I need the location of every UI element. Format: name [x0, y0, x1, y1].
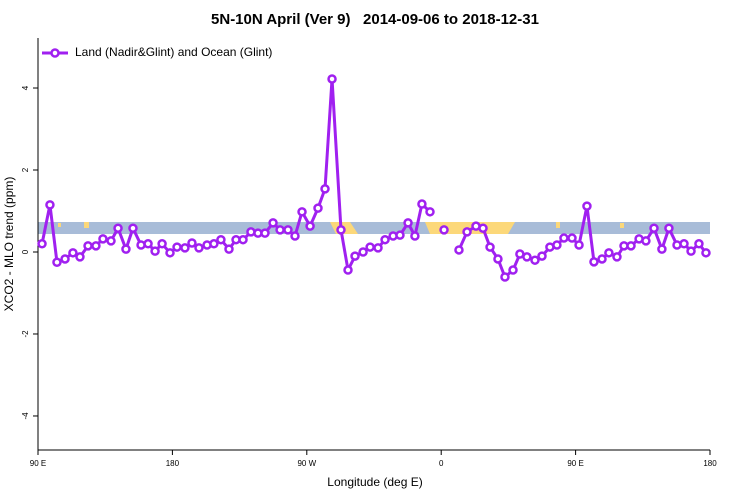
data-point	[537, 251, 547, 261]
data-point	[91, 241, 101, 251]
data-point	[462, 227, 472, 237]
data-point	[574, 240, 584, 250]
data-point	[216, 234, 226, 245]
data-point	[128, 223, 138, 233]
legend-label: Land (Nadir&Glint) and Ocean (Glint)	[75, 45, 272, 59]
data-point	[701, 248, 711, 258]
data-point	[567, 233, 577, 243]
legend-marker	[50, 48, 60, 58]
data-point	[45, 200, 55, 210]
y-tick-label: 0	[21, 249, 30, 254]
x-tick-label: 180	[703, 459, 717, 468]
data-point	[336, 225, 346, 235]
data-point	[209, 239, 219, 249]
data-point	[121, 244, 131, 254]
data-point	[224, 244, 234, 254]
data-point	[417, 199, 427, 209]
data-point	[552, 240, 562, 250]
data-point	[327, 74, 337, 84]
y-tick-label: 4	[21, 85, 30, 90]
data-point	[641, 236, 651, 246]
data-point	[143, 239, 153, 249]
y-tick-label: 2	[21, 167, 30, 172]
data-point	[439, 225, 449, 235]
data-point	[37, 239, 47, 249]
data-point	[150, 246, 160, 256]
land-ocean-strip	[38, 222, 710, 234]
data-point	[649, 223, 659, 233]
data-point	[180, 243, 190, 253]
data-point	[297, 207, 307, 217]
data-point	[373, 243, 383, 253]
data-point	[530, 255, 540, 265]
x-tick-label: 90 W	[297, 459, 316, 468]
y-tick-label: -2	[21, 330, 30, 338]
data-point	[522, 252, 532, 262]
data-point	[68, 248, 78, 258]
data-point	[305, 221, 315, 231]
data-point	[500, 272, 510, 282]
x-tick-label: 90 E	[567, 459, 583, 468]
data-point	[612, 252, 622, 262]
data-point	[187, 238, 197, 248]
data-point	[268, 218, 278, 228]
y-axis-label: XCO2 - MLO trend (ppm)	[2, 177, 16, 312]
chart-title: 5N-10N April (Ver 9) 2014-09-06 to 2018-…	[211, 11, 539, 28]
series-line	[457, 205, 708, 280]
data-point	[380, 234, 390, 245]
x-tick-label: 90 E	[30, 459, 46, 468]
data-point	[98, 234, 108, 244]
data-point	[493, 254, 503, 264]
x-tick-label: 0	[439, 459, 444, 468]
data-point	[582, 201, 592, 211]
data-point	[313, 203, 323, 213]
data-point	[238, 234, 248, 245]
data-point	[157, 239, 167, 249]
data-point	[350, 251, 360, 261]
data-point	[165, 248, 175, 258]
data-point	[597, 254, 607, 264]
data-point	[113, 223, 123, 233]
x-axis-label: Longitude (deg E)	[327, 475, 422, 489]
data-point	[478, 223, 488, 233]
data-point	[604, 248, 614, 258]
data-point	[410, 231, 420, 241]
data-point	[694, 239, 704, 249]
data-point	[679, 239, 689, 249]
data-point	[172, 242, 182, 252]
data-point	[358, 247, 368, 257]
data-point	[365, 242, 375, 252]
data-point	[485, 242, 495, 252]
data-point	[290, 231, 300, 241]
y-tick-label: -4	[21, 412, 30, 420]
data-point	[194, 243, 204, 253]
data-point	[454, 245, 464, 255]
data-point	[686, 246, 696, 256]
data-point	[60, 254, 70, 264]
data-point	[106, 236, 116, 246]
data-point	[75, 252, 85, 262]
data-point	[508, 265, 518, 275]
data-point	[283, 225, 293, 235]
data-point	[657, 244, 667, 254]
data-point	[664, 223, 674, 233]
data-point	[403, 218, 413, 228]
x-tick-label: 180	[166, 459, 180, 468]
data-point	[52, 257, 62, 267]
data-point	[83, 241, 93, 251]
data-point	[559, 233, 569, 243]
data-point	[320, 184, 330, 194]
data-point	[395, 230, 405, 240]
data-point	[275, 225, 285, 235]
data-point	[425, 207, 435, 217]
data-point	[260, 228, 270, 238]
data-point	[589, 257, 599, 267]
data-point	[343, 265, 353, 275]
data-point	[626, 241, 636, 251]
